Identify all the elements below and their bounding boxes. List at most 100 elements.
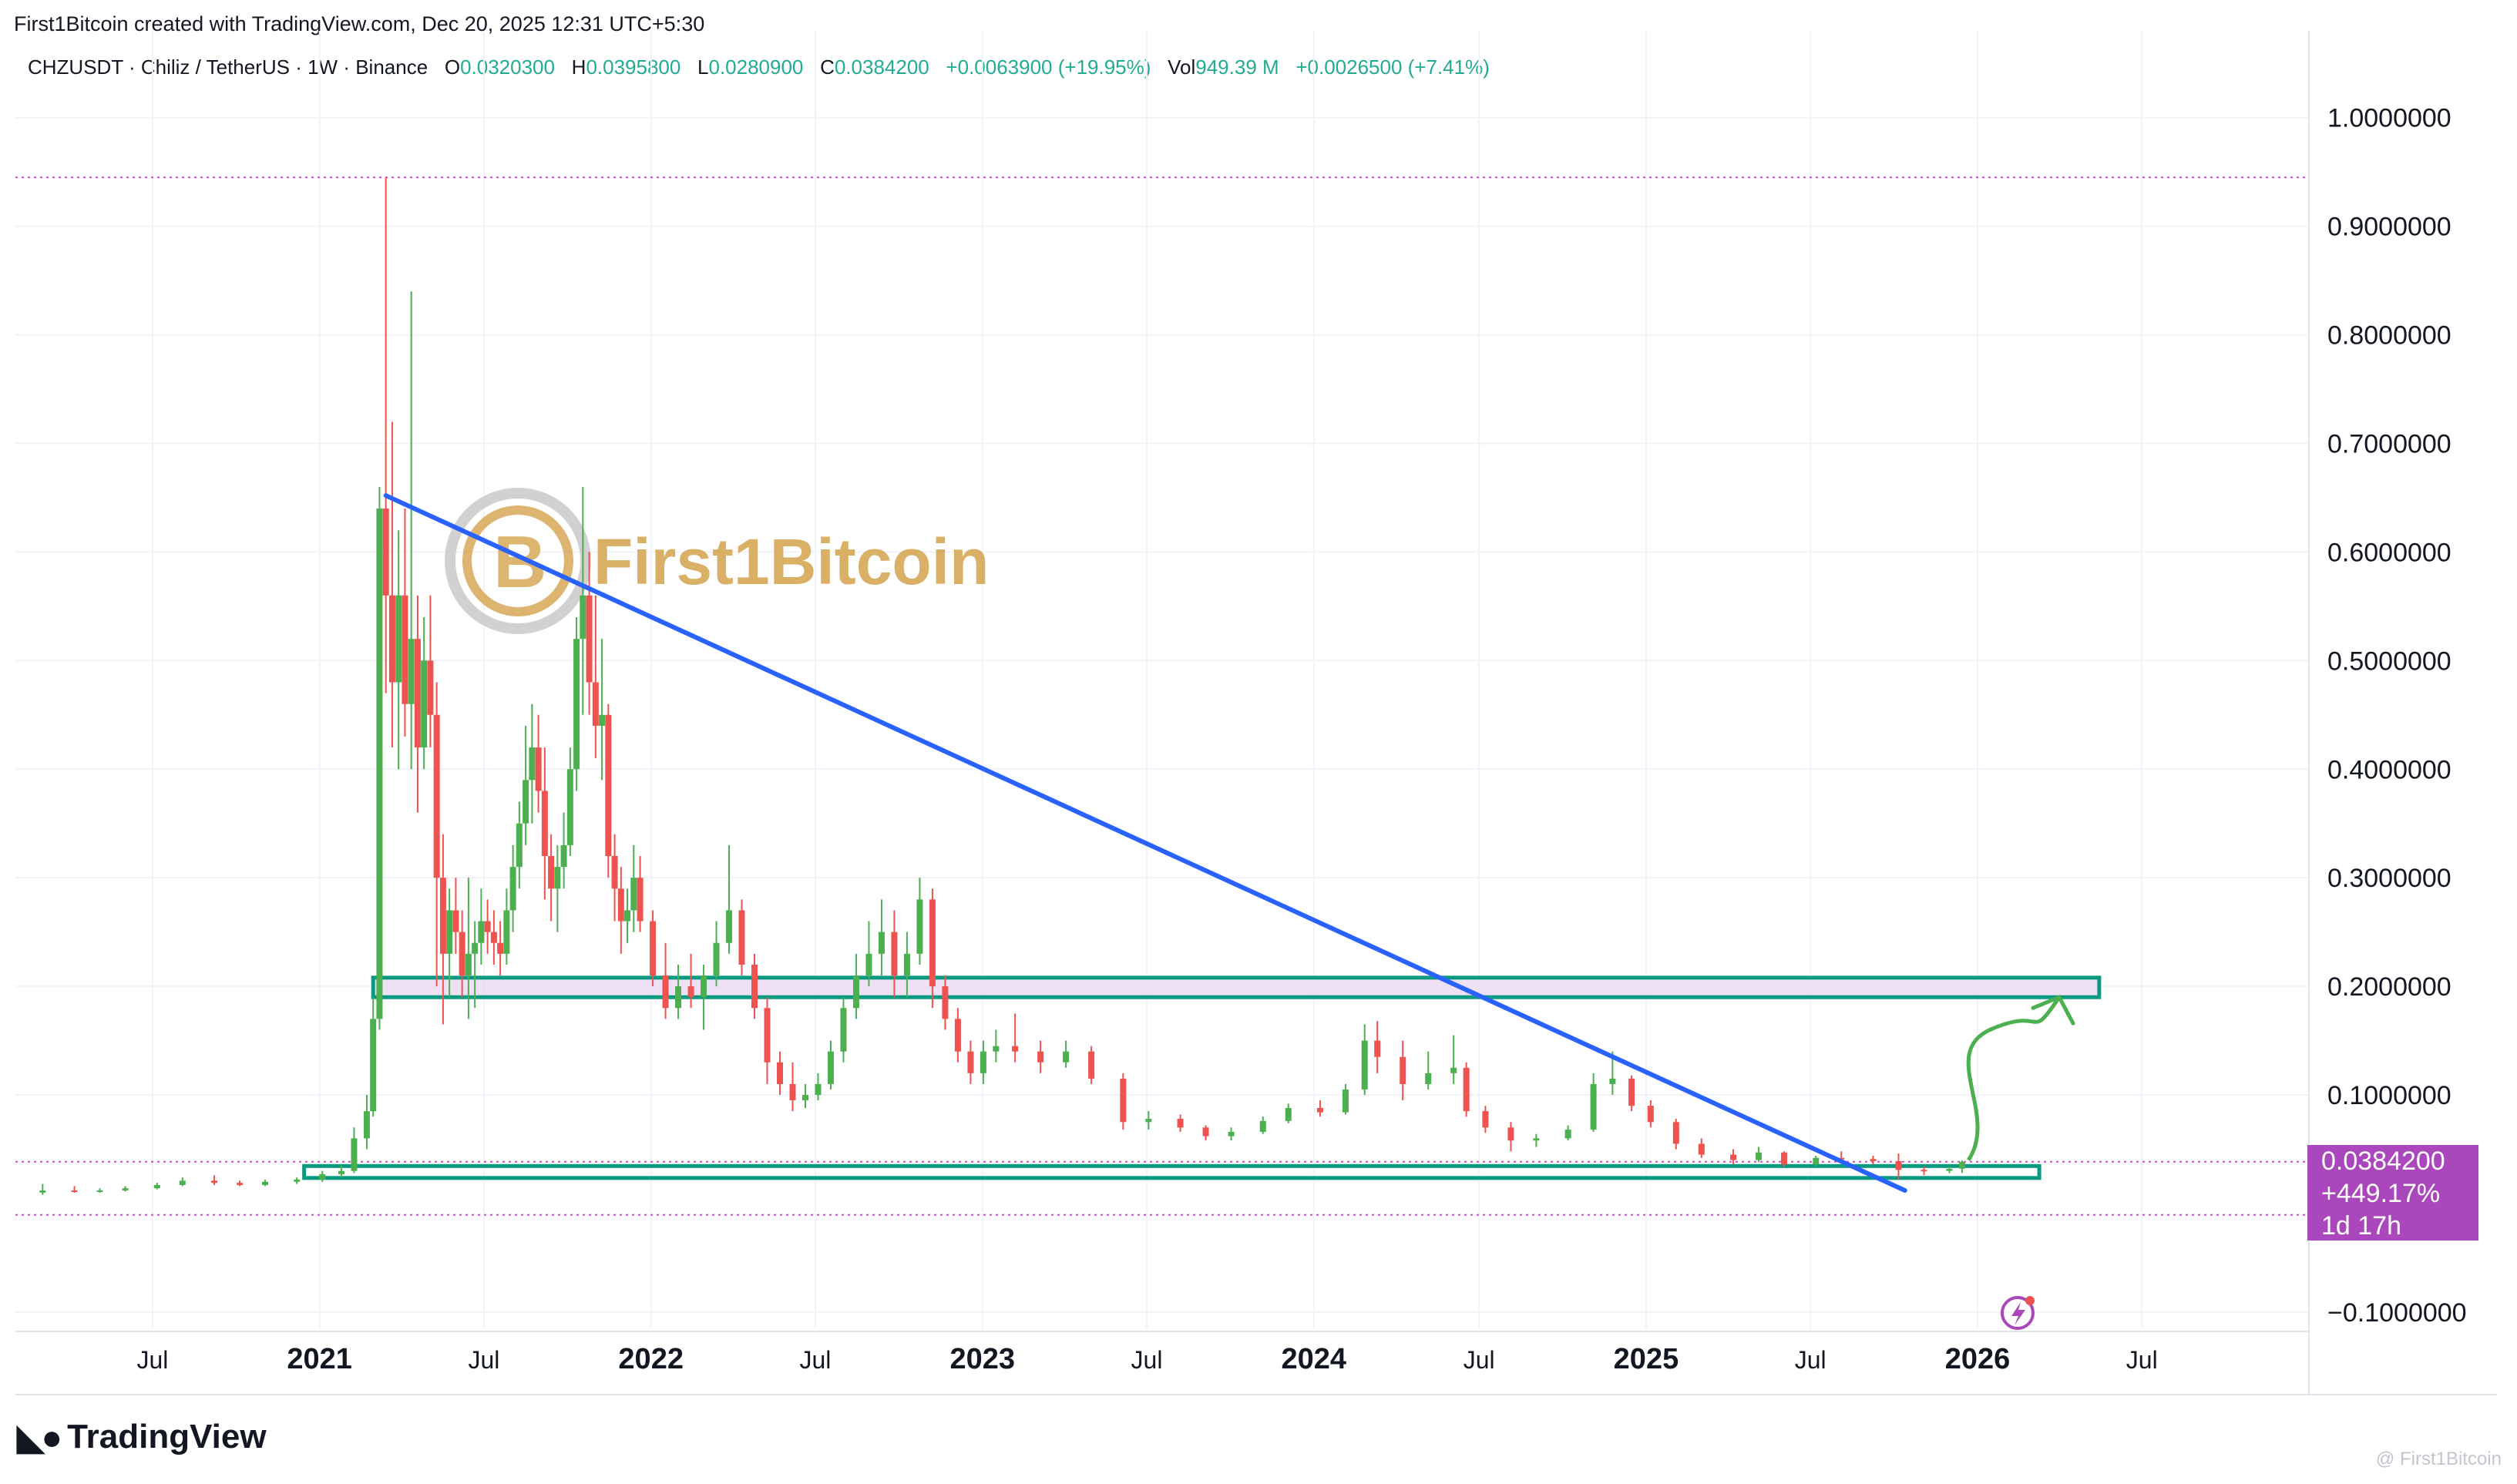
x-tick-label: 2023 [949,1343,1015,1375]
candle-body [1202,1127,1209,1137]
candle-body [777,1062,783,1084]
candle-body [388,595,395,683]
y-tick-label: 0.7000000 [2327,429,2451,458]
x-tick-label: 2024 [1281,1343,1346,1375]
candle-body [490,932,497,943]
x-tick-label: Jul [799,1346,831,1374]
candle-body [751,964,758,1009]
y-tick-label: 0.4000000 [2327,755,2451,784]
candle-body [535,747,542,791]
candle-body [687,986,694,998]
candle-body [529,747,536,781]
candle-body [1145,1119,1152,1123]
candle-body [815,1083,822,1096]
candle-body [319,1173,326,1180]
candle-body [1672,1122,1679,1144]
candle-body [261,1181,268,1185]
candle-body [433,714,440,878]
symbol-info[interactable]: CHZUSDT · Chiliz / TetherUS · 1W · Binan… [28,55,428,79]
y-tick-label: 0.2000000 [2327,972,2451,1002]
svg-text:B: B [493,521,546,603]
tradingview-logo-icon: ◣● [17,1417,62,1457]
author-credit: First1Bitcoin created with TradingView.c… [14,12,705,35]
candle-body [294,1179,301,1182]
candle-body [624,910,631,922]
tradingview-logo[interactable]: ◣● TradingView [17,1416,267,1458]
candle-body [1756,1152,1763,1160]
candle-body [1463,1067,1470,1112]
candle-body [840,1008,847,1052]
x-tick-label: 2025 [1614,1343,1679,1375]
chart-grid [15,31,2309,1328]
candle-body [1813,1157,1820,1165]
x-tick-label: Jul [136,1346,168,1374]
candle-body [1088,1051,1095,1079]
y-tick-label: 0.5000000 [2327,646,2451,676]
candle-body [1400,1056,1406,1084]
candle-body [903,953,910,976]
candle-body [523,780,529,824]
candle-body [1895,1160,1902,1170]
candle-body [484,921,491,932]
candle-body [566,769,573,845]
candle-body [701,975,707,998]
candle-body [1609,1078,1616,1084]
candle-body [427,660,434,715]
candle-body [421,660,428,748]
candle-body [1564,1130,1571,1139]
candle-body [1361,1040,1368,1089]
candle-body [179,1180,186,1185]
candle-body [605,714,612,856]
candle-body [122,1188,129,1191]
x-tick-label: Jul [468,1346,499,1374]
zones [302,975,2102,1180]
support-zone [302,1163,2041,1180]
trend-line [383,493,1907,1194]
candle-body [1285,1107,1292,1121]
candle-body [1316,1107,1323,1113]
high-label: H [571,55,586,79]
x-tick-label: Jul [1131,1346,1163,1374]
x-tick-label: Jul [2126,1346,2158,1374]
candle-body [1507,1127,1514,1141]
tradingview-logo-text: TradingView [67,1418,267,1455]
candle-body [1590,1083,1597,1130]
candles [39,177,1965,1195]
watermark-logo: B First1Bitcoin [445,488,989,634]
x-tick-label: 2021 [287,1343,352,1375]
candle-body [650,921,657,976]
x-tick-label: 2026 [1945,1343,2011,1375]
candle-body [1647,1106,1654,1123]
candle-body [382,509,389,596]
x-tick-label: Jul [1463,1346,1495,1374]
candle-body [548,855,555,889]
footer-credit: @ First1Bitcoin [2375,1449,2502,1469]
watermark-text: First1Bitcoin [593,525,989,598]
candle-body [865,953,872,976]
candle-body [465,953,472,976]
candle-body [852,975,859,1009]
candle-body [878,932,885,954]
candle-body [738,910,745,965]
change-value: +0.0063900 (+19.95%) [946,55,1151,79]
candle-body [801,1095,808,1101]
close-label: C [820,55,835,79]
projection-arrowhead [2031,995,2075,1026]
candle-body [459,932,465,976]
flash-icon[interactable] [2001,1296,2035,1330]
candle-body [1120,1078,1127,1123]
open-label: O [444,55,461,79]
candle-body [891,932,898,976]
candle-body [1450,1067,1457,1073]
candle-body [1628,1078,1635,1106]
candle-body [611,855,618,889]
candle-body [916,899,923,954]
y-tick-label: 0.1000000 [2327,1081,2451,1110]
y-tick-label: 0.3000000 [2327,864,2451,893]
candle-body [39,1190,46,1193]
candle-body [592,682,599,726]
vol-label: Vol [1168,55,1196,79]
candle-body [789,1083,796,1101]
